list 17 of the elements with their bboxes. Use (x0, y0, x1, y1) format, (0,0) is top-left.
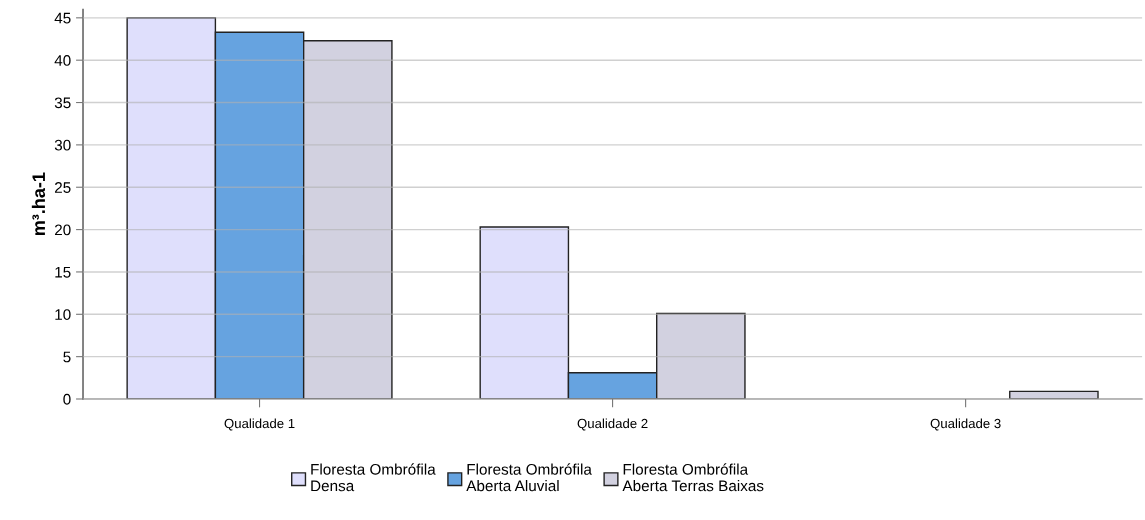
y-tick-label: 5 (63, 351, 71, 363)
x-tick-label: Qualidade 3 (930, 418, 1001, 431)
legend-label: Floresta Ombrófila Aberta Terras Baixas (622, 463, 764, 492)
y-tick-label: 30 (54, 139, 71, 151)
x-tick-label: Qualidade 2 (577, 418, 648, 431)
y-axis-title: m³.ha-1 (31, 172, 46, 236)
x-tick-label: Qualidade 1 (224, 418, 295, 431)
y-tick-label: 0 (63, 393, 71, 405)
y-tick-label: 15 (55, 266, 71, 278)
y-tick-label: 25 (54, 182, 71, 193)
y-tick-label: 20 (54, 224, 71, 236)
y-tick-label: 40 (54, 55, 71, 66)
legend-label: Floresta Ombrófila Densa (311, 463, 436, 492)
y-tick-label: 35 (54, 97, 71, 109)
legend-label: Floresta Ombrófila Aberta Aluvial (466, 463, 592, 492)
y-tick-label: 45 (54, 12, 71, 24)
y-tick-label: 10 (55, 309, 71, 320)
